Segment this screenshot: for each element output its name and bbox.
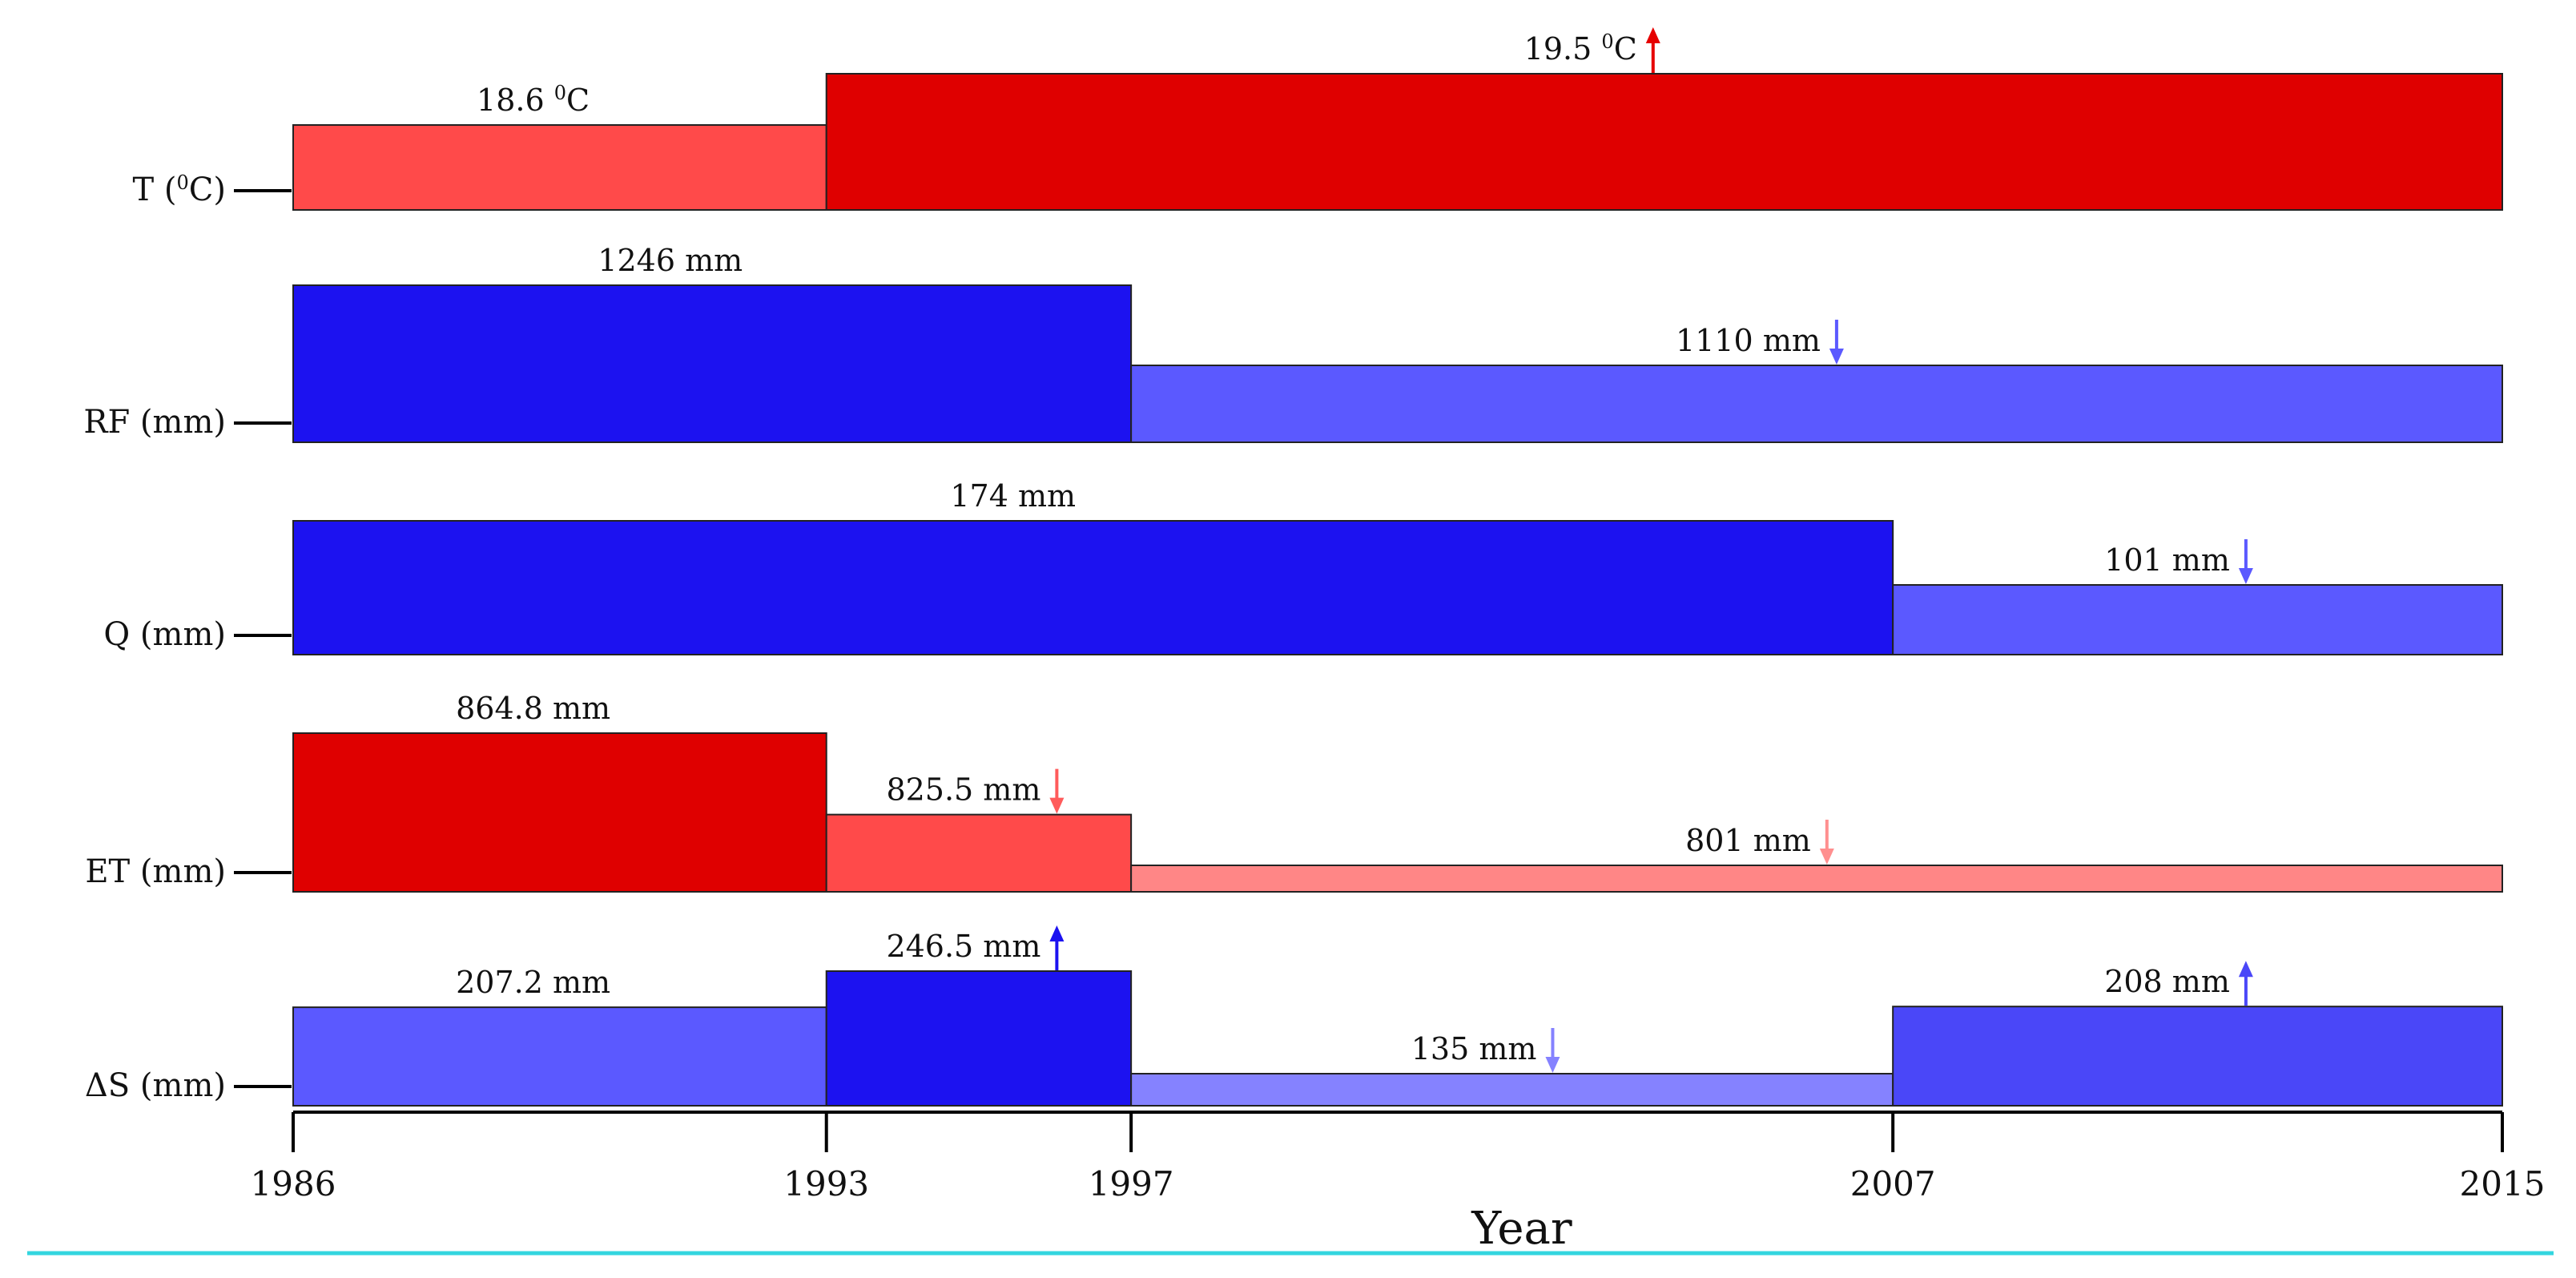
value-label-row-1-seg-0: 1246 mm bbox=[598, 243, 743, 278]
value-label-row-0-seg-0: 18.6 0C bbox=[477, 82, 590, 118]
bar-row-3-seg-0 bbox=[292, 732, 827, 893]
row-label-0-sup: 0 bbox=[177, 171, 189, 194]
bar-row-4-seg-3 bbox=[1892, 1006, 2503, 1107]
value-label-row-4-seg-2: 135 mm bbox=[1411, 1031, 1537, 1066]
bar-row-2-seg-0 bbox=[292, 520, 1894, 655]
trend-arrow-row-3-seg-1 bbox=[1049, 768, 1065, 814]
axes-layer bbox=[27, 189, 2554, 1256]
row-label-1: RF (mm) bbox=[83, 404, 226, 441]
bar-row-3-seg-1 bbox=[825, 813, 1133, 893]
row-label-4-main: ΔS (mm) bbox=[85, 1067, 226, 1104]
row-label-0: T (0C) bbox=[133, 171, 227, 208]
row-label-2-main: Q (mm) bbox=[103, 616, 226, 653]
row-label-1-main: RF (mm) bbox=[83, 404, 226, 441]
bar-row-3-seg-2 bbox=[1130, 865, 2503, 893]
value-label-row-2-seg-1: 101 mm bbox=[2104, 542, 2230, 578]
x-tick-label-1: 1993 bbox=[783, 1164, 869, 1203]
bar-row-0-seg-1 bbox=[825, 73, 2503, 211]
value-label-row-4-seg-2-main: 135 mm bbox=[1411, 1031, 1537, 1066]
value-label-row-3-seg-1-main: 825.5 mm bbox=[886, 772, 1040, 808]
bar-row-1-seg-1 bbox=[1130, 365, 2503, 443]
value-label-row-4-seg-0-main: 207.2 mm bbox=[456, 965, 610, 1000]
value-label-row-4-seg-1: 246.5 mm bbox=[886, 929, 1040, 964]
value-label-row-0-seg-1: 19.5 0C bbox=[1524, 30, 1637, 67]
value-label-row-0-seg-1-main: 19.5 bbox=[1524, 31, 1602, 67]
x-tick-label-3: 2007 bbox=[1850, 1164, 1936, 1203]
value-label-row-2-seg-0-main: 174 mm bbox=[950, 478, 1076, 514]
value-label-row-4-seg-3: 208 mm bbox=[2104, 964, 2230, 999]
trend-arrow-row-3-seg-2 bbox=[1819, 820, 1834, 865]
trend-arrow-row-1-seg-1 bbox=[1829, 320, 1844, 365]
row-label-3: ET (mm) bbox=[85, 853, 226, 890]
value-label-row-4-seg-1-main: 246.5 mm bbox=[886, 929, 1040, 964]
bar-row-4-seg-1 bbox=[825, 970, 1133, 1107]
value-label-row-1-seg-1: 1110 mm bbox=[1676, 323, 1821, 358]
value-label-row-2-seg-0: 174 mm bbox=[950, 478, 1076, 514]
bars-layer bbox=[292, 73, 2503, 1107]
trend-arrow-row-0-seg-1 bbox=[1645, 27, 1660, 73]
value-label-row-2-seg-1-main: 101 mm bbox=[2104, 542, 2230, 578]
value-label-row-3-seg-0-main: 864.8 mm bbox=[456, 691, 610, 726]
trend-arrow-row-3-seg-1-head bbox=[1049, 797, 1065, 814]
value-label-row-4-seg-0: 207.2 mm bbox=[456, 965, 610, 1000]
trend-arrow-row-4-seg-2-head bbox=[1545, 1057, 1560, 1073]
value-label-row-3-seg-1: 825.5 mm bbox=[886, 772, 1040, 808]
value-label-row-0-seg-1-end: C bbox=[1614, 31, 1637, 67]
bar-row-1-seg-0 bbox=[292, 284, 1133, 443]
trend-arrow-row-4-seg-3 bbox=[2238, 961, 2253, 1006]
value-label-row-3-seg-2: 801 mm bbox=[1685, 823, 1811, 858]
trend-arrow-row-3-seg-2-head bbox=[1819, 849, 1834, 865]
value-label-row-0-seg-0-end: C bbox=[566, 83, 590, 118]
x-axis-title: Year bbox=[1471, 1203, 1572, 1255]
trend-arrow-row-4-seg-1-head bbox=[1049, 925, 1065, 941]
x-tick-label-4: 2015 bbox=[2460, 1164, 2546, 1203]
value-label-row-0-seg-0-main: 18.6 bbox=[477, 83, 554, 118]
value-label-row-0-seg-0-sup: 0 bbox=[554, 82, 566, 104]
trend-arrow-row-4-seg-2 bbox=[1545, 1028, 1560, 1073]
x-tick-label-2: 1997 bbox=[1089, 1164, 1174, 1203]
trend-arrow-row-2-seg-1-head bbox=[2238, 568, 2253, 584]
row-label-0-main: T ( bbox=[133, 171, 177, 208]
value-label-row-0-seg-1-sup: 0 bbox=[1601, 30, 1613, 53]
bar-row-4-seg-2 bbox=[1130, 1073, 1894, 1107]
trend-arrow-row-4-seg-3-head bbox=[2238, 961, 2253, 978]
x-tick-label-0: 1986 bbox=[251, 1164, 336, 1203]
bar-row-0-seg-0 bbox=[292, 124, 827, 211]
trend-arrow-row-0-seg-1-head bbox=[1645, 27, 1660, 43]
value-label-row-3-seg-0: 864.8 mm bbox=[456, 691, 610, 726]
row-label-3-main: ET (mm) bbox=[85, 853, 226, 890]
row-label-0-end: C) bbox=[189, 171, 226, 208]
value-label-row-1-seg-1-main: 1110 mm bbox=[1676, 323, 1821, 358]
trend-arrow-row-2-seg-1 bbox=[2238, 539, 2253, 584]
value-label-row-1-seg-0-main: 1246 mm bbox=[598, 243, 743, 278]
trend-arrow-row-4-seg-1 bbox=[1049, 925, 1065, 970]
bar-row-2-seg-1 bbox=[1892, 584, 2503, 655]
trend-arrow-row-1-seg-1-head bbox=[1829, 349, 1844, 365]
bar-row-4-seg-0 bbox=[292, 1006, 827, 1107]
value-label-row-3-seg-2-main: 801 mm bbox=[1685, 823, 1811, 858]
row-label-4: ΔS (mm) bbox=[85, 1067, 226, 1104]
value-label-row-4-seg-3-main: 208 mm bbox=[2104, 964, 2230, 999]
row-label-2: Q (mm) bbox=[103, 616, 226, 653]
